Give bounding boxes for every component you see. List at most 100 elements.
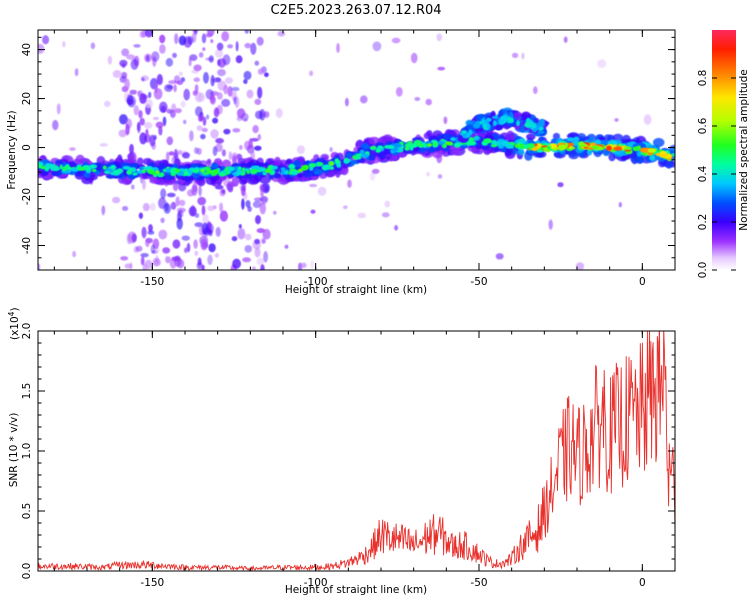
spectrogram-cell [129, 143, 134, 155]
spectrogram-cell [250, 138, 259, 142]
spectrogram-cell [158, 126, 163, 136]
spectrogram-cell [222, 54, 231, 66]
spectrogram-cell [370, 145, 377, 151]
spectrogram-cell [218, 172, 226, 177]
spectrogram-cell [166, 108, 173, 114]
spectrogram-cell [72, 250, 76, 258]
spectrogram-cell [511, 52, 519, 59]
spectrogram-cell [257, 68, 264, 75]
spectrogram-cell [566, 142, 575, 146]
spectrogram-cell [239, 145, 243, 150]
spectrogram-cell [261, 167, 267, 172]
spectrogram-cell [159, 101, 168, 113]
spectrogram-cell [122, 63, 126, 69]
spectrogram-cell [245, 200, 251, 208]
spectrogram-cell [575, 262, 585, 270]
spectrogram-cell [201, 33, 207, 44]
spectrogram-cell [329, 147, 333, 152]
spectrogram-cell [260, 264, 265, 270]
spectrogram-cell [186, 242, 191, 253]
colorbar-tick-label: 0.2 [697, 214, 709, 231]
spectrogram-cell [217, 80, 227, 91]
spectrogram-panel: -150 -100 -50 0 -40 -20 0 20 40 Height of strai… [6, 29, 676, 296]
spectrogram-cell [219, 210, 228, 222]
spectrogram-cell [217, 59, 221, 66]
spectrogram-cell [215, 226, 221, 237]
spectrogram-cell [190, 204, 196, 217]
spectrogram-cell [518, 148, 525, 156]
spectrogram-cell [221, 189, 226, 195]
spectrogram-cell [84, 172, 91, 179]
spectrogram-cell [336, 43, 340, 53]
spectrogram-cell [244, 42, 252, 49]
spectrogram-cell [121, 48, 130, 57]
spectrogram-cell [192, 181, 198, 193]
spectrogram-cell [200, 238, 208, 251]
spectrogram-cell [514, 143, 519, 148]
spectrogram-cell [144, 259, 153, 270]
spectrogram-cell [138, 166, 144, 171]
y-tick-label: 1.5 [21, 383, 33, 400]
spectrogram-cell [236, 169, 243, 175]
snr-y-scale-prefix: (x10 [9, 316, 21, 340]
spectrogram-cell [238, 224, 242, 229]
snr-y-ticks: 0.0 0.5 1.0 1.5 2.0 [21, 323, 675, 579]
spectrogram-cell [250, 42, 257, 55]
spectrogram-cell [213, 169, 219, 175]
spectrogram-cell [347, 179, 352, 188]
spectrogram-cell [183, 174, 192, 182]
spectrogram-cell [221, 98, 231, 107]
spectrogram-cell [354, 156, 362, 160]
colorbar: 0.0 0.2 0.4 0.6 0.8 Normalized spectral ampl… [697, 30, 750, 278]
spectrogram-cell [110, 165, 116, 169]
spectrogram-cell [546, 145, 552, 150]
spectrogram-cell [368, 136, 380, 145]
spectrogram-y-ticks: -40 -20 0 20 40 [21, 36, 675, 271]
spectrogram-cell [557, 182, 564, 188]
spectrogram-cell [257, 86, 263, 99]
spectrogram-cell [243, 79, 248, 84]
spectrogram-cell [131, 184, 135, 190]
spectrogram-cell [49, 165, 58, 171]
spectrogram-cell [377, 145, 383, 149]
spectrogram-cell [506, 130, 515, 140]
x-tick-label: -100 [304, 276, 328, 288]
spectrogram-cell [148, 224, 153, 233]
spectrogram-cell [536, 150, 547, 158]
spectrogram-cell [112, 70, 122, 78]
spectrogram-cell [173, 84, 177, 93]
spectrogram-cell [99, 143, 108, 147]
spectrogram-cell [298, 168, 303, 173]
spectrogram-cell [313, 168, 323, 176]
spectrogram-cell [101, 205, 106, 216]
snr-x-ticks: -150 -100 -50 0 [53, 331, 676, 589]
spectrogram-cell [606, 145, 612, 151]
spectrogram-cell [549, 143, 558, 149]
spectrogram-cell [505, 147, 513, 155]
spectrogram-cell [105, 168, 113, 172]
spectrogram-cell [131, 167, 136, 173]
spectrogram-cell [231, 152, 238, 162]
spectrogram-cell [110, 171, 115, 175]
spectrogram-cell [208, 55, 214, 63]
spectrogram-cell [183, 119, 187, 125]
x-tick-label: -50 [470, 577, 487, 589]
spectrogram-cell [200, 133, 206, 140]
spectrogram-cell [241, 167, 246, 172]
spectrogram-cell [254, 145, 262, 151]
spectrogram-cell [122, 206, 129, 211]
spectrogram-cell [416, 143, 425, 147]
spectrogram-cell [244, 233, 252, 241]
spectrogram-cell [175, 168, 180, 173]
spectrogram-cell [64, 166, 71, 170]
spectrogram-cell [165, 57, 174, 67]
spectrogram-cell [597, 59, 607, 68]
spectrogram-cell [202, 116, 207, 126]
spectrogram-cell [158, 229, 168, 240]
spectrogram-cell [129, 89, 137, 95]
spectrogram-cell [201, 205, 206, 216]
y-tick-label: 1.0 [21, 443, 33, 460]
spectrogram-cell [176, 217, 183, 230]
spectrogram-cell [248, 138, 253, 149]
spectrogram-cell [163, 203, 171, 214]
